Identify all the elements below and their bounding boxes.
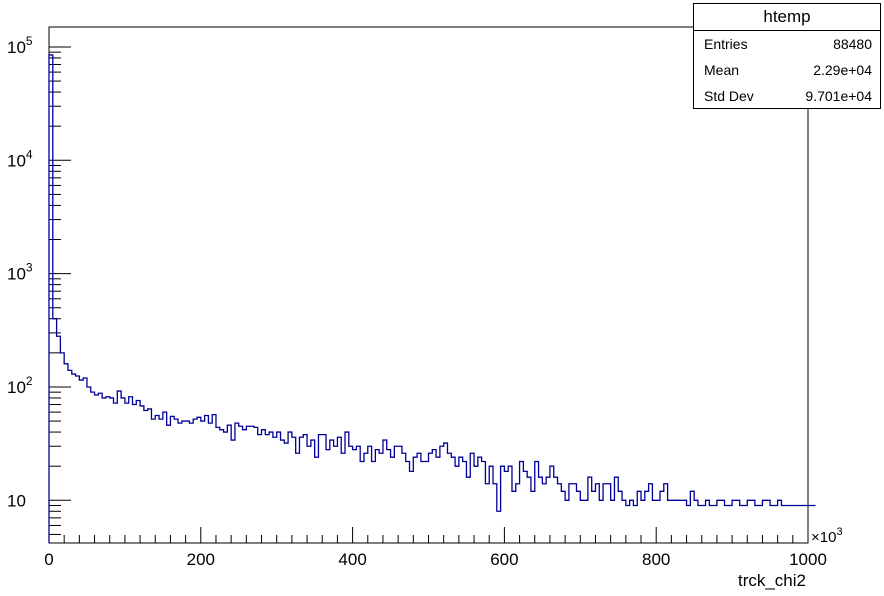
stats-value: 88480	[833, 36, 872, 52]
x-axis-label: trck_chi2	[738, 571, 806, 590]
x-tick-label: 200	[187, 550, 215, 569]
y-tick-exponent: 3	[26, 261, 33, 275]
stats-box: htemp Entries 88480 Mean 2.29e+04 Std De…	[693, 3, 881, 109]
histogram-line	[48, 54, 816, 543]
stats-title: htemp	[694, 4, 880, 31]
stats-label: Entries	[704, 36, 748, 52]
y-tick-label: 102	[7, 374, 33, 397]
x-tick-label: 0	[44, 550, 53, 569]
y-tick-base: 10	[7, 378, 26, 397]
y-tick-base: 10	[7, 151, 26, 170]
x-tick-label: 1000	[789, 550, 827, 569]
y-tick-exponent: 2	[26, 374, 33, 388]
x-tick-label: 600	[490, 550, 518, 569]
y-tick-exponent: 5	[26, 34, 33, 48]
stats-row-mean: Mean 2.29e+04	[694, 57, 880, 83]
y-tick-label: 103	[7, 261, 33, 284]
x-axis: 0 200 400 600 800 1000	[44, 527, 827, 569]
stats-label: Mean	[704, 62, 740, 78]
x-tick-label: 800	[642, 550, 670, 569]
y-tick-label: 10	[7, 491, 26, 510]
y-tick-base: 10	[7, 38, 26, 57]
stats-row-entries: Entries 88480	[694, 31, 880, 57]
stats-value: 9.701e+04	[805, 88, 872, 104]
y-tick-label: 105	[7, 34, 33, 57]
y-tick-base: 10	[7, 491, 26, 510]
x-multiplier-label: ×103	[811, 526, 843, 546]
x-multiplier-exponent: 3	[836, 526, 842, 538]
stats-row-stddev: Std Dev 9.701e+04	[694, 83, 880, 109]
x-multiplier-base: ×10	[811, 529, 836, 546]
stats-label: Std Dev	[704, 88, 754, 104]
x-tick-label: 400	[338, 550, 366, 569]
y-tick-exponent: 4	[26, 147, 33, 161]
y-tick-base: 10	[7, 265, 26, 284]
y-tick-label: 104	[7, 147, 33, 170]
stats-value: 2.29e+04	[813, 62, 872, 78]
